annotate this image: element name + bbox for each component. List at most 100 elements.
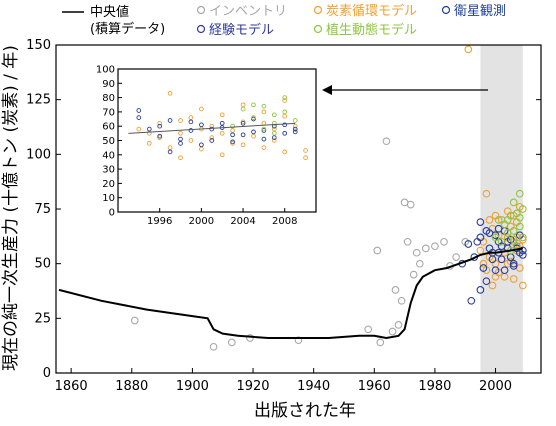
inset-carbon_cycle-point xyxy=(261,145,267,150)
inset-vegetation-point xyxy=(292,118,298,123)
inset-satellite-point xyxy=(178,141,183,146)
inset-y-tick-label: 60 xyxy=(102,122,115,133)
y-tick-label: 0 xyxy=(43,366,51,381)
inventory-point xyxy=(394,321,403,329)
y-tick-label: 150 xyxy=(26,38,51,53)
inset-carbon_cycle-point xyxy=(303,155,308,161)
x-tick-label: 2000 xyxy=(479,379,512,394)
inset-vegetation-point xyxy=(240,106,246,112)
inset-empirical-point xyxy=(230,139,235,145)
inset-y-tick-label: 10 xyxy=(102,193,115,204)
empirical-point xyxy=(506,235,515,244)
inset-satellite-point xyxy=(136,108,142,113)
y-tick-label: 125 xyxy=(26,93,51,108)
inset-satellite-point xyxy=(157,133,163,139)
x-axis-label: 出版された年 xyxy=(254,401,356,421)
x-tick-label: 1920 xyxy=(236,379,269,394)
carbon_cycle-point xyxy=(476,246,485,255)
legend-vegetation-label: 植生動態モデル xyxy=(326,22,417,38)
inset-satellite-point xyxy=(261,136,267,142)
empirical-point xyxy=(518,246,527,255)
inventory-point xyxy=(406,200,415,209)
inset-vegetation-point xyxy=(282,109,288,115)
inventory-point xyxy=(452,253,460,261)
inventory-point xyxy=(397,296,406,305)
inset-satellite-point xyxy=(146,126,152,132)
vegetation-point xyxy=(503,216,512,224)
inset-carbon_cycle-point xyxy=(219,152,225,158)
inset-satellite-point xyxy=(199,122,204,128)
inset-vegetation-point xyxy=(271,112,277,118)
legend-vegetation-marker xyxy=(313,24,323,34)
inventory-point xyxy=(376,338,385,347)
empirical-point xyxy=(491,266,500,275)
vegetation-point xyxy=(491,233,500,242)
carbon_cycle-point xyxy=(464,45,473,54)
inset-carbon_cycle-point xyxy=(199,146,204,152)
inset-y-tick-label: 40 xyxy=(102,150,115,161)
inset-carbon_cycle-point xyxy=(157,135,163,140)
x-tick-label: 1900 xyxy=(176,379,209,394)
vegetation-point xyxy=(515,222,524,231)
inset-carbon_cycle-point xyxy=(219,112,225,118)
median-line xyxy=(58,247,523,340)
inset-carbon_cycle-point xyxy=(271,138,277,143)
inset-carbon_cycle-point xyxy=(167,145,173,150)
vegetation-point xyxy=(509,198,518,207)
empirical-point xyxy=(485,229,494,237)
inset-satellite-point xyxy=(251,129,256,135)
legend-satellite-marker xyxy=(441,5,451,15)
inventory-point xyxy=(431,242,439,251)
inset-carbon_cycle-point xyxy=(303,148,308,153)
inset-carbon_cycle-point xyxy=(282,113,288,119)
inset-trend-line xyxy=(128,122,296,134)
inset-y-tick-label: 20 xyxy=(102,179,115,190)
inventory-point xyxy=(391,286,400,294)
satellite-point xyxy=(509,259,518,268)
carbon_cycle-point xyxy=(482,189,491,198)
inset-empirical-point xyxy=(167,149,173,155)
x-tick-label: 1980 xyxy=(418,379,451,394)
empirical-point xyxy=(509,262,518,270)
empirical-point xyxy=(476,218,485,226)
inset-vegetation-point xyxy=(251,115,256,120)
inventory-point xyxy=(373,246,382,255)
y-tick-label: 75 xyxy=(34,202,51,217)
inset-arrow-head xyxy=(322,85,332,95)
legend-carbon-cycle-label: 炭素循環モデル xyxy=(326,3,417,19)
inset-carbon_cycle-point xyxy=(251,133,256,139)
x-tick-label: 1880 xyxy=(115,379,148,394)
inset-carbon_cycle-point xyxy=(199,106,204,112)
satellite-point xyxy=(500,266,509,275)
inset-carbon_cycle-point xyxy=(178,130,183,136)
inset-y-tick-label: 90 xyxy=(102,79,115,90)
inset-empirical-point xyxy=(282,122,288,128)
inset-vegetation-point xyxy=(271,120,277,126)
carbon_cycle-point xyxy=(479,259,488,268)
empirical-point xyxy=(482,277,491,286)
inset-carbon_cycle-point xyxy=(209,135,215,140)
legend: 中央値 (積算データ) インベントリ 炭素循環モデル 衛星観測 経験モデル 植生… xyxy=(62,3,506,38)
vegetation-point xyxy=(518,233,527,242)
inset-empirical-point xyxy=(271,135,277,140)
satellite-point xyxy=(479,264,488,272)
inventory-point xyxy=(209,342,218,351)
inventory-point xyxy=(130,316,139,325)
inventory-point xyxy=(403,237,412,246)
inset-empirical-point xyxy=(157,123,163,129)
satellite-point xyxy=(464,240,473,248)
inset-carbon_cycle-point xyxy=(240,119,246,125)
vegetation-point xyxy=(497,237,506,246)
inset-satellite-point xyxy=(292,126,298,132)
x-tick-label: 1940 xyxy=(297,379,330,394)
inventory-point xyxy=(227,338,236,347)
inset-y-ticks: 0 10 20 30 40 50 60 70 80 90 100 xyxy=(96,65,122,219)
inset-empirical-point xyxy=(209,126,215,132)
satellite-point xyxy=(476,286,485,294)
inventory-point xyxy=(409,270,418,279)
inset-y-tick-label: 30 xyxy=(102,165,115,176)
inset-y-tick-label: 50 xyxy=(102,136,115,147)
inset-x-tick-label: 2004 xyxy=(230,216,255,227)
legend-median-label-2: (積算データ) xyxy=(90,21,165,37)
legend-median-label-1: 中央値 xyxy=(90,4,129,20)
